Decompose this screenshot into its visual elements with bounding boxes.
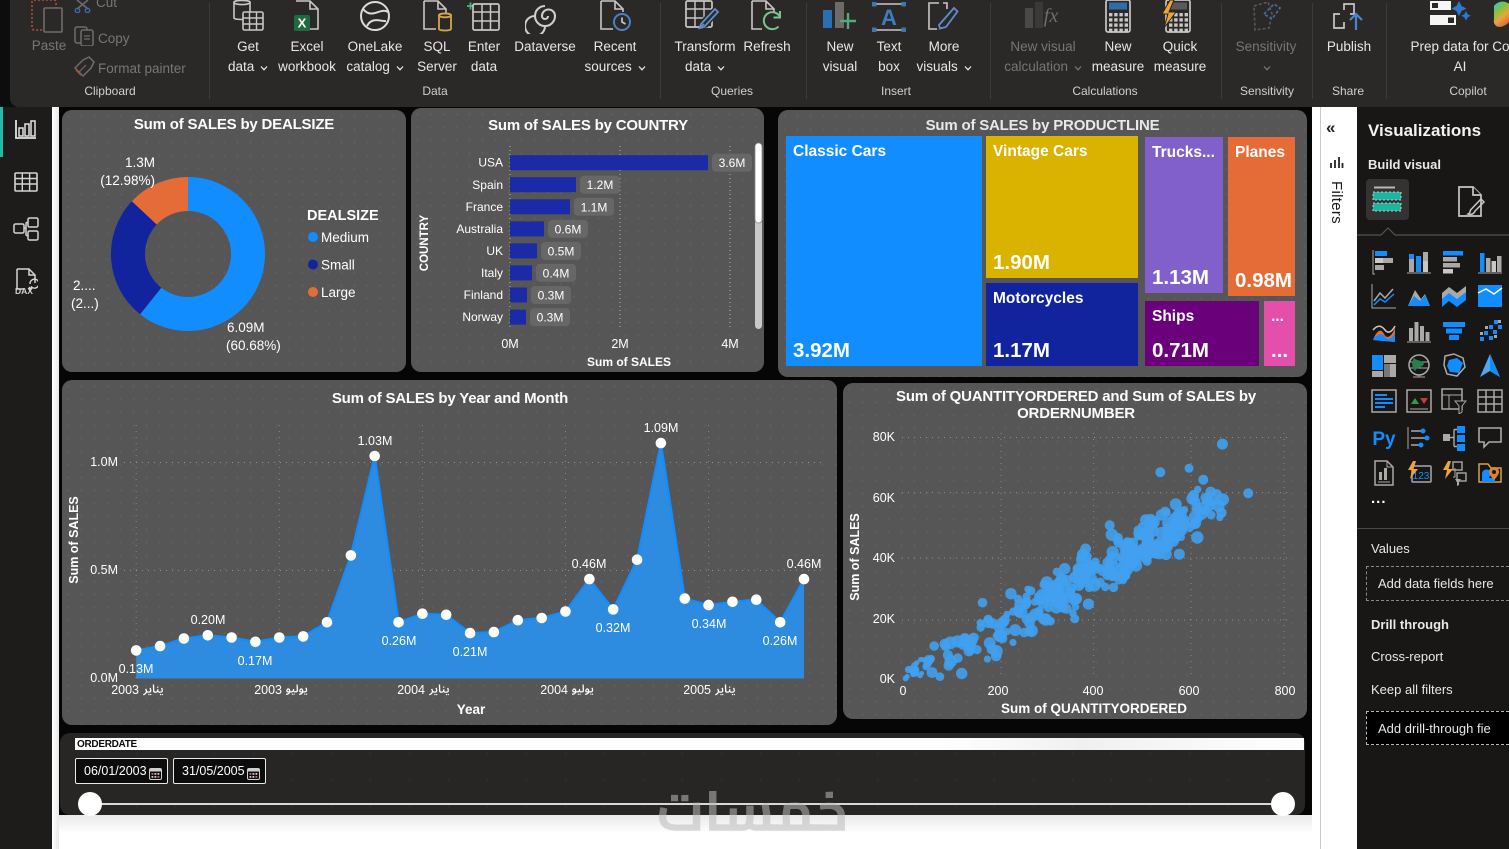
svg-text:20K: 20K [873, 612, 896, 626]
svg-text:Sum of QUANTITYORDERED and Sum: Sum of QUANTITYORDERED and Sum of SALES … [896, 388, 1257, 405]
svg-text:Norway: Norway [462, 310, 503, 324]
svg-text:...: ... [1271, 308, 1284, 325]
svg-text:80K: 80K [873, 430, 896, 444]
svg-text:40K: 40K [873, 551, 896, 565]
svg-text:USA: USA [478, 156, 503, 170]
svg-text:fx: fx [1044, 5, 1059, 27]
svg-text:A: A [881, 5, 897, 30]
svg-text:DEALSIZE: DEALSIZE [307, 208, 379, 224]
svg-text:0M: 0M [501, 337, 518, 351]
svg-text:Vintage Cars: Vintage Cars [993, 143, 1087, 160]
svg-text:0: 0 [900, 684, 907, 698]
svg-text:(2...): (2...) [71, 296, 99, 311]
svg-text:1.13M: 1.13M [1152, 266, 1209, 289]
svg-text:Ships: Ships [1152, 308, 1194, 325]
svg-text:(60.68%): (60.68%) [226, 338, 281, 353]
svg-text:2003: 2003 [254, 683, 282, 697]
svg-text:0.3M: 0.3M [537, 311, 564, 325]
svg-text:123: 123 [1413, 471, 1430, 482]
svg-text:0.26M: 0.26M [763, 634, 798, 648]
svg-text:Spain: Spain [472, 178, 503, 192]
svg-text:3.92M: 3.92M [793, 339, 850, 362]
svg-text:Large: Large [321, 285, 356, 300]
svg-text:Sum of SALES by COUNTRY: Sum of SALES by COUNTRY [488, 117, 688, 134]
svg-text:2004: 2004 [397, 683, 425, 697]
svg-text:(12.98%): (12.98%) [100, 173, 155, 188]
svg-text:0.17M: 0.17M [238, 654, 273, 668]
svg-text:200: 200 [988, 684, 1009, 698]
svg-text:Sum of SALES: Sum of SALES [67, 496, 81, 584]
svg-text:0.46M: 0.46M [787, 557, 822, 571]
svg-text:0.0M: 0.0M [90, 671, 118, 685]
svg-text:2....: 2.... [73, 278, 96, 293]
svg-text:2005: 2005 [683, 683, 711, 697]
svg-text:0.13M: 0.13M [119, 662, 154, 676]
svg-text:600: 600 [1179, 684, 1200, 698]
svg-text:Finland: Finland [464, 288, 503, 302]
svg-text:6.09M: 6.09M [227, 320, 265, 335]
svg-text:0.21M: 0.21M [453, 645, 488, 659]
svg-text:2M: 2M [611, 337, 628, 351]
svg-text:Sum of SALES by Year and Month: Sum of SALES by Year and Month [332, 390, 568, 407]
svg-text:1.2M: 1.2M [587, 178, 614, 192]
svg-text:0.71M: 0.71M [1152, 339, 1209, 362]
svg-text:Australia: Australia [456, 222, 503, 236]
svg-text:Motorcycles: Motorcycles [993, 290, 1083, 307]
svg-text:ORDERNUMBER: ORDERNUMBER [1017, 405, 1135, 422]
svg-text:Sum of SALES: Sum of SALES [848, 513, 862, 601]
svg-text:0K: 0K [880, 672, 896, 686]
svg-text:Py: Py [1372, 429, 1396, 450]
svg-text:Sum of QUANTITYORDERED: Sum of QUANTITYORDERED [1001, 701, 1187, 716]
svg-text:0.6M: 0.6M [555, 222, 582, 236]
svg-text:France: France [466, 200, 504, 214]
svg-text:3.6M: 3.6M [719, 156, 746, 170]
svg-text:1.0M: 1.0M [90, 455, 118, 469]
svg-text:1.1M: 1.1M [581, 200, 608, 214]
svg-text:Classic Cars: Classic Cars [793, 143, 886, 160]
svg-text:Sum of SALES: Sum of SALES [587, 355, 671, 369]
svg-text:UK: UK [486, 244, 503, 258]
svg-text:Trucks...: Trucks... [1152, 144, 1215, 161]
svg-text:2003: 2003 [111, 683, 139, 697]
svg-text:2004: 2004 [540, 683, 568, 697]
svg-text:60K: 60K [873, 491, 896, 505]
svg-text:4M: 4M [721, 337, 738, 351]
svg-text:0.3M: 0.3M [538, 289, 565, 303]
svg-text:1.90M: 1.90M [993, 251, 1050, 274]
svg-text:1.3M: 1.3M [125, 155, 155, 170]
svg-text:Small: Small [321, 258, 355, 273]
svg-text:0.26M: 0.26M [382, 634, 417, 648]
svg-text:0.20M: 0.20M [191, 613, 226, 627]
svg-text:0.32M: 0.32M [596, 621, 631, 635]
svg-text:0.46M: 0.46M [572, 557, 607, 571]
svg-text:0.5M: 0.5M [548, 244, 575, 258]
svg-text:Italy: Italy [481, 266, 503, 280]
svg-text:0.5M: 0.5M [90, 563, 118, 577]
svg-text:400: 400 [1083, 684, 1104, 698]
svg-text:800: 800 [1275, 684, 1296, 698]
svg-text:COUNTRY: COUNTRY [419, 214, 431, 271]
svg-text:1.17M: 1.17M [993, 339, 1050, 362]
svg-text:0.34M: 0.34M [692, 617, 727, 631]
svg-text:1.03M: 1.03M [358, 434, 393, 448]
svg-text:0.4M: 0.4M [543, 266, 570, 280]
svg-text:Medium: Medium [321, 230, 369, 245]
svg-text:DAX: DAX [15, 286, 33, 295]
svg-text:1.09M: 1.09M [644, 421, 679, 435]
svg-text:Planes: Planes [1235, 144, 1285, 161]
svg-text:...: ... [1271, 339, 1288, 362]
svg-text:X: X [298, 16, 307, 31]
svg-text:Year: Year [457, 702, 486, 717]
svg-text:0.98M: 0.98M [1235, 269, 1292, 292]
